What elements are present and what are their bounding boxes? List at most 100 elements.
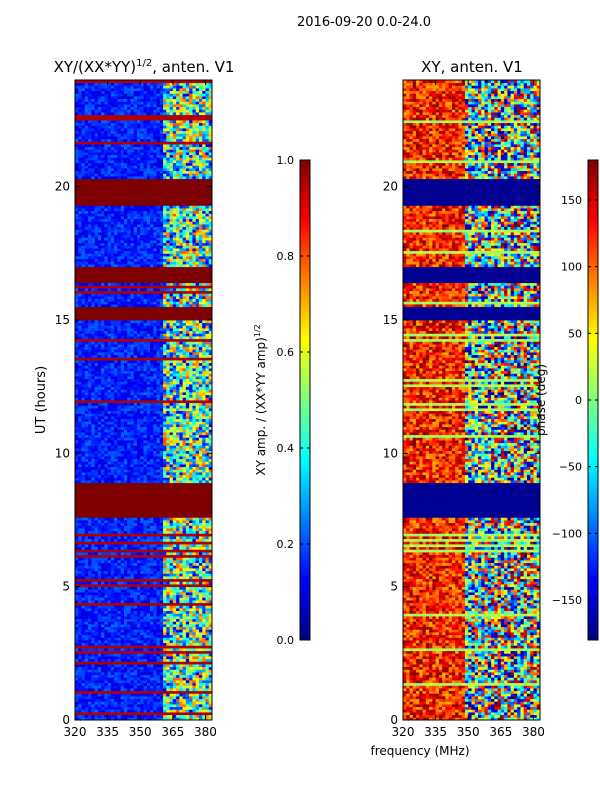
heatmap-cell bbox=[150, 699, 154, 702]
heatmap-cell bbox=[95, 640, 99, 643]
heatmap-cell bbox=[196, 597, 200, 600]
heatmap-cell bbox=[121, 557, 125, 560]
heatmap-cell bbox=[144, 640, 148, 643]
heatmap-cell bbox=[137, 661, 141, 664]
heatmap-cell bbox=[111, 624, 115, 627]
heatmap-cell bbox=[127, 632, 131, 635]
heatmap-cell bbox=[202, 701, 206, 704]
heatmap-cell bbox=[127, 619, 131, 622]
heatmap-cell bbox=[186, 589, 190, 592]
heatmap-cell bbox=[88, 629, 92, 632]
heatmap-cell bbox=[166, 557, 170, 560]
heatmap-cell bbox=[98, 653, 102, 656]
heatmap-cell bbox=[137, 571, 141, 574]
heatmap-cell bbox=[147, 704, 151, 707]
heatmap-cell bbox=[124, 635, 128, 638]
heatmap-cell bbox=[137, 677, 141, 680]
heatmap-cell bbox=[117, 696, 121, 699]
heatmap-cell bbox=[137, 709, 141, 712]
heatmap-cell bbox=[183, 605, 187, 608]
heatmap-cell bbox=[111, 669, 115, 672]
heatmap-cell bbox=[75, 611, 79, 614]
heatmap-cell bbox=[95, 592, 99, 595]
heatmap-cell bbox=[170, 701, 174, 704]
heatmap-cell bbox=[130, 613, 134, 616]
heatmap-cell bbox=[117, 709, 121, 712]
heatmap-cell bbox=[157, 568, 161, 571]
heatmap-cell bbox=[173, 608, 177, 611]
heatmap-cell bbox=[189, 712, 193, 715]
heatmap-cell bbox=[157, 621, 161, 624]
heatmap-cell bbox=[176, 592, 180, 595]
heatmap-cell bbox=[199, 576, 203, 579]
heatmap-cell bbox=[121, 685, 125, 688]
heatmap-cell bbox=[196, 699, 200, 702]
heatmap-cell bbox=[75, 675, 79, 678]
heatmap-cell bbox=[196, 616, 200, 619]
heatmap-cell bbox=[176, 557, 180, 560]
heatmap-cell bbox=[179, 632, 183, 635]
heatmap-cell bbox=[111, 597, 115, 600]
heatmap-cell bbox=[124, 613, 128, 616]
heatmap-cell bbox=[150, 715, 154, 718]
heatmap-cell bbox=[140, 560, 144, 563]
heatmap-cell bbox=[104, 659, 108, 662]
heatmap-cell bbox=[173, 712, 177, 715]
heatmap-cell bbox=[160, 701, 164, 704]
heatmap-cell bbox=[170, 653, 174, 656]
heatmap-cell bbox=[157, 659, 161, 662]
heatmap-cell bbox=[205, 605, 209, 608]
heatmap-cell bbox=[186, 571, 190, 574]
heatmap-cell bbox=[147, 661, 151, 664]
heatmap-cell bbox=[170, 669, 174, 672]
heatmap-cell bbox=[78, 656, 82, 659]
heatmap-cell bbox=[176, 696, 180, 699]
heatmap-cell bbox=[140, 621, 144, 624]
heatmap-cell bbox=[111, 555, 115, 558]
heatmap-cell bbox=[166, 699, 170, 702]
heatmap-cell bbox=[192, 613, 196, 616]
heatmap-cell bbox=[101, 605, 105, 608]
heatmap-cell bbox=[157, 632, 161, 635]
heatmap-cell bbox=[124, 629, 128, 632]
heatmap-cell bbox=[144, 579, 148, 582]
heatmap-cell bbox=[192, 709, 196, 712]
heatmap-cell bbox=[179, 664, 183, 667]
heatmap-cell bbox=[127, 557, 131, 560]
heatmap-cell bbox=[202, 699, 206, 702]
heatmap-cell bbox=[202, 589, 206, 592]
heatmap-cell bbox=[85, 557, 89, 560]
heatmap-cell bbox=[95, 685, 99, 688]
heatmap-cell bbox=[157, 584, 161, 587]
heatmap-cell bbox=[104, 571, 108, 574]
heatmap-cell bbox=[78, 565, 82, 568]
heatmap-cell bbox=[98, 565, 102, 568]
heatmap-cell bbox=[173, 576, 177, 579]
heatmap-cell bbox=[85, 715, 89, 718]
heatmap-cell bbox=[170, 651, 174, 654]
heatmap-cell bbox=[137, 707, 141, 710]
heatmap-cell bbox=[108, 704, 112, 707]
heatmap-cell bbox=[170, 680, 174, 683]
heatmap-cell bbox=[75, 715, 79, 718]
heatmap-cell bbox=[130, 592, 134, 595]
heatmap-cell bbox=[95, 632, 99, 635]
heatmap-cell bbox=[91, 592, 95, 595]
heatmap-cell bbox=[111, 659, 115, 662]
heatmap-cell bbox=[124, 701, 128, 704]
heatmap-cell bbox=[163, 712, 167, 715]
heatmap-cell bbox=[157, 581, 161, 584]
heatmap-cell bbox=[189, 704, 193, 707]
heatmap-cell bbox=[121, 581, 125, 584]
heatmap-cell bbox=[111, 688, 115, 691]
heatmap-cell bbox=[196, 685, 200, 688]
heatmap-cell bbox=[147, 576, 151, 579]
heatmap-cell bbox=[114, 645, 118, 648]
heatmap-cell bbox=[114, 677, 118, 680]
heatmap-cell bbox=[199, 672, 203, 675]
heatmap-cell bbox=[199, 651, 203, 654]
heatmap-cell bbox=[117, 715, 121, 718]
heatmap-cell bbox=[121, 589, 125, 592]
heatmap-cell bbox=[153, 672, 157, 675]
heatmap-cell bbox=[183, 672, 187, 675]
